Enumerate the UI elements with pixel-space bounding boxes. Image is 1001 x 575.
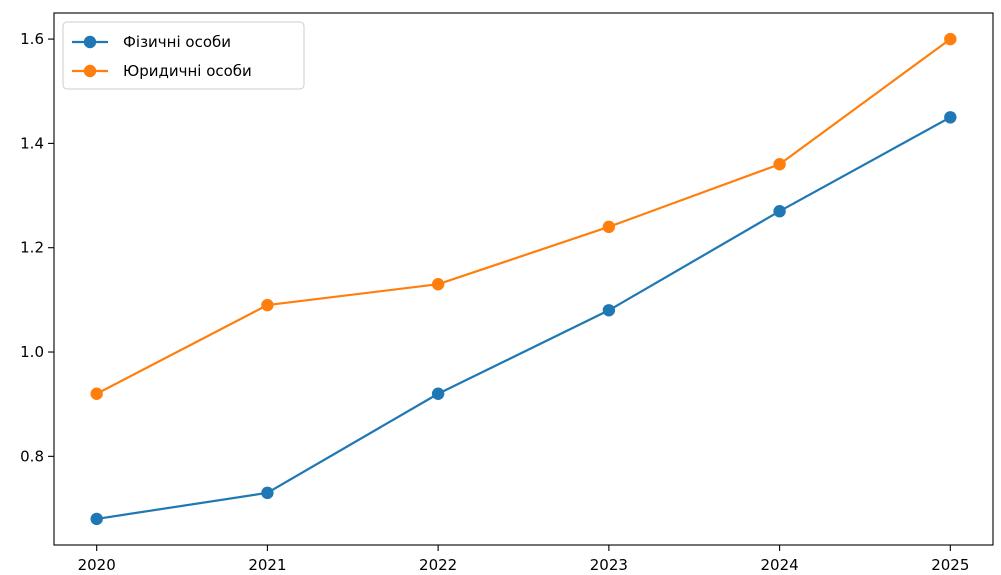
series-2-point-2020 — [90, 387, 103, 400]
legend-label-1: Фізичні особи — [123, 33, 231, 51]
series-1-point-2023 — [602, 304, 616, 317]
legend-marker-1 — [83, 35, 97, 49]
series-2-point-2024 — [773, 158, 786, 171]
series-1-point-2021 — [261, 486, 274, 500]
series-line-2 — [95, 37, 952, 395]
legend: Фізичні особи Юридичні особи — [62, 21, 305, 90]
series-2-point-2021 — [261, 298, 274, 312]
series-line-1 — [95, 116, 952, 521]
series-1-point-2020 — [90, 512, 103, 526]
y-tick-label-0.8: 0.8 — [20, 447, 44, 465]
x-tick-label-2021: 2021 — [248, 556, 286, 574]
x-tick-label-2020: 2020 — [78, 556, 116, 574]
axes-frame — [53, 12, 994, 546]
x-tick-label-2025: 2025 — [931, 556, 969, 574]
y-tick-label-1.4: 1.4 — [20, 134, 44, 152]
y-tick-label-1.2: 1.2 — [20, 239, 44, 257]
y-tick-label-1.6: 1.6 — [20, 30, 44, 48]
x-tick-label-2022: 2022 — [419, 556, 457, 574]
series-1-point-2025 — [944, 111, 957, 124]
x-tick-label-2023: 2023 — [590, 556, 628, 574]
series-2-point-2025 — [944, 32, 957, 46]
legend-box — [62, 21, 305, 90]
legend-marker-2 — [83, 64, 97, 78]
series-1-point-2022 — [431, 387, 445, 400]
axes: 2020 2021 2022 2023 2024 2025 0.8 1.0 1.2 1.4 1.6 — [20, 12, 994, 574]
series-2-point-2023 — [602, 220, 616, 234]
legend-label-2: Юридичні особи — [123, 62, 252, 80]
series-1-point-2024 — [773, 205, 786, 218]
series-2-point-2022 — [431, 278, 445, 291]
x-tick-label-2024: 2024 — [760, 556, 798, 574]
plot-area — [90, 32, 957, 526]
y-tick-label-1.0: 1.0 — [20, 343, 44, 361]
